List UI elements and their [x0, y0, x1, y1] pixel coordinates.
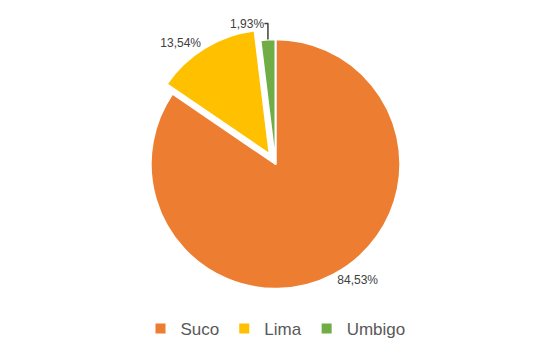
- svg-text:84,53%: 84,53%: [337, 273, 378, 287]
- svg-text:1,93%: 1,93%: [230, 17, 264, 31]
- svg-text:13,54%: 13,54%: [160, 36, 201, 50]
- svg-text:Umbigo: Umbigo: [347, 320, 406, 339]
- svg-text:Suco: Suco: [181, 320, 220, 339]
- svg-text:Lima: Lima: [264, 320, 301, 339]
